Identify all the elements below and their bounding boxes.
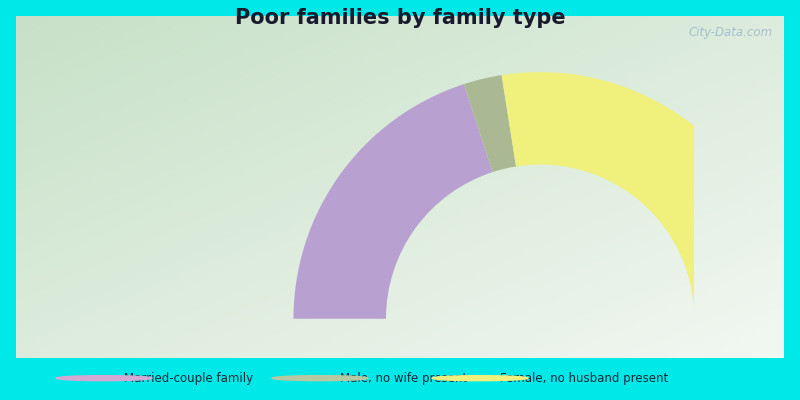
Wedge shape (464, 75, 516, 172)
Circle shape (432, 376, 528, 381)
Wedge shape (294, 84, 493, 319)
Circle shape (56, 376, 152, 381)
Text: Female, no husband present: Female, no husband present (500, 372, 668, 385)
Circle shape (272, 376, 368, 381)
Wedge shape (502, 72, 787, 319)
Text: Married-couple family: Married-couple family (124, 372, 253, 385)
Text: City-Data.com: City-Data.com (688, 26, 773, 39)
Text: Male, no wife present: Male, no wife present (340, 372, 467, 385)
Text: Poor families by family type: Poor families by family type (234, 8, 566, 28)
